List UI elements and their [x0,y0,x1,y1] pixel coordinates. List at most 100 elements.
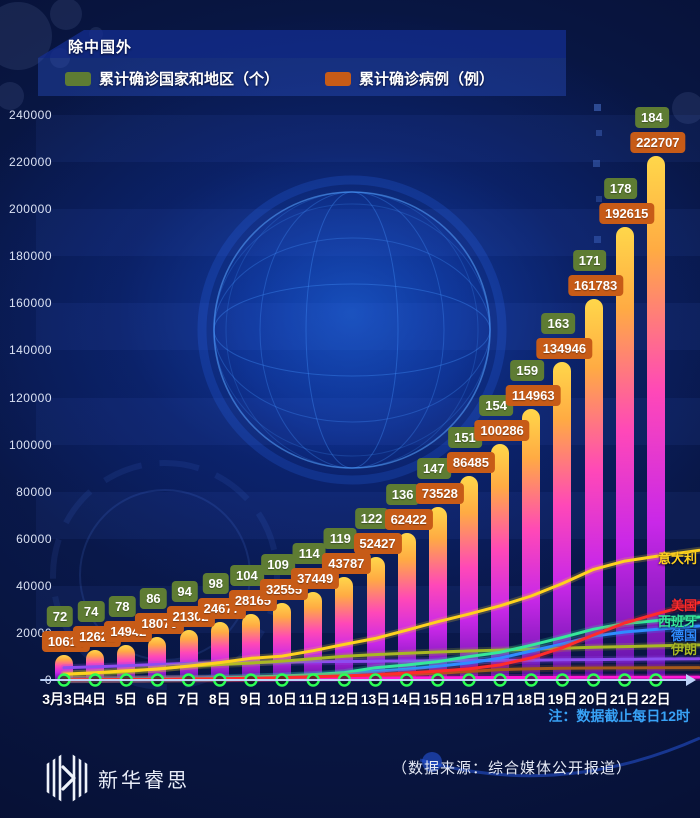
x-axis-label: 15日 [423,691,453,707]
y-axis-tick-label: 120000 [8,390,52,405]
country-count-badge: 159 [510,360,545,382]
x-axis-label: 13日 [360,691,391,707]
country-count-badge: 114 [292,542,326,564]
legend-label-cases: 累计确诊病例（例） [359,71,495,88]
cases-bar [491,443,510,680]
x-axis-label: 16日 [454,691,484,707]
cases-bar [459,476,478,680]
cases-bar [522,409,541,680]
legend: 累计确诊国家和地区（个） 累计确诊病例（例） [65,68,494,89]
country-count-badge: 78 [109,595,136,617]
country-count-badge: 72 [46,606,74,627]
y-axis-tick-label: 220000 [8,155,52,170]
country-count-badge: 98 [202,572,229,594]
country-count-badge: 104 [230,564,264,586]
y-axis-tick-label: 160000 [8,296,52,311]
line-label-意大利: 意大利 [657,551,697,566]
x-axis-label: 3月3日 [42,691,86,707]
country-count-badge: 171 [572,250,607,272]
data-source-text: （数据来源：综合媒体公开报道） [392,760,633,777]
square-deco [594,236,601,243]
line-label-德国: 德国 [670,628,697,643]
cases-count-badge: 62422 [384,509,433,531]
country-count-badge: 122 [354,507,389,529]
cases-bar [366,556,385,680]
x-axis-label: 6日 [146,691,169,707]
cases-count-badge: 52427 [353,532,402,554]
cases-count-badge: 86485 [446,452,496,474]
cases-bar [646,155,665,680]
cases-count-badge: 161783 [567,275,624,297]
y-axis-tick-label: 40000 [16,578,52,593]
y-axis-tick-label: 60000 [16,531,52,546]
y-axis-tick-label: 80000 [16,484,52,499]
x-axis-label: 10日 [267,691,297,707]
x-axis-label: 12日 [329,691,360,707]
country-count-badge: 178 [603,177,638,199]
y-axis-tick-label: 140000 [8,343,52,358]
line-label-伊朗: 伊朗 [670,642,697,657]
title-band [38,30,566,58]
country-count-badge: 147 [416,457,451,479]
square-deco [596,196,602,202]
legend-label-countries: 累计确诊国家和地区（个） [99,71,280,88]
data-cutoff-note: 注：数据截止每日12时 [548,708,690,724]
country-count-badge: 94 [171,580,198,602]
line-label-西班牙: 西班牙 [657,614,697,629]
x-axis-arrow-icon [686,674,696,686]
country-count-badge: 184 [634,106,669,128]
cases-count-badge: 134946 [536,338,593,360]
cases-bar [335,576,354,680]
x-axis-label: 8日 [208,691,231,707]
country-count-badge: 119 [323,527,357,549]
country-count-badge: 74 [77,601,105,623]
title-banner: 除中国外 累计确诊国家和地区（个） 累计确诊病例（例） [38,30,566,96]
y-axis-tick-label: 180000 [8,249,52,264]
square-deco [596,130,602,136]
y-axis-tick-label: 240000 [8,108,52,122]
x-axis-line [40,679,688,681]
country-count-badge: 154 [479,394,513,416]
x-axis-label: 11日 [298,691,328,707]
x-axis-label: 17日 [485,691,515,707]
square-deco [593,160,600,167]
grid-band [36,209,700,257]
cases-count-badge: 73528 [415,482,464,504]
cases-count-badge: 100286 [474,419,530,441]
y-axis-tick-label: 100000 [8,437,52,452]
cases-bar [397,533,416,680]
cases-bar [428,506,447,680]
country-count-badge: 163 [541,313,576,335]
line-label-美国: 美国 [670,598,697,613]
cases-count-badge: 192615 [598,202,655,224]
x-axis-label: 5日 [115,691,138,707]
cases-bar [553,362,572,680]
line-purple-line [62,657,700,670]
grid-band [36,115,700,163]
x-axis-label: 19日 [547,691,578,707]
country-count-badge: 136 [385,484,420,506]
x-axis-label: 22日 [641,691,671,707]
line-意大利 [62,548,700,676]
x-axis-label: 4日 [84,691,107,707]
x-axis-label: 18日 [516,691,547,707]
logo-text: 新华睿思 [98,770,190,792]
legend-swatch-cases [325,71,352,86]
cases-bar [615,226,634,680]
cases-bar [584,299,603,680]
cases-count-badge: 43787 [322,552,371,574]
x-axis-label: 21日 [609,691,640,707]
globe-wireframe [197,175,507,485]
x-axis-label: 7日 [177,691,200,707]
country-count-badge: 109 [261,554,295,576]
country-count-badge: 151 [448,427,482,449]
chart-title: 除中国外 [68,39,133,56]
x-axis-label: 14日 [391,691,422,707]
square-deco [594,104,601,111]
legend-swatch-countries [65,71,91,86]
x-axis-label: 9日 [239,691,262,707]
y-axis-tick-label: 200000 [8,202,52,217]
cases-count-badge: 222707 [630,131,686,153]
